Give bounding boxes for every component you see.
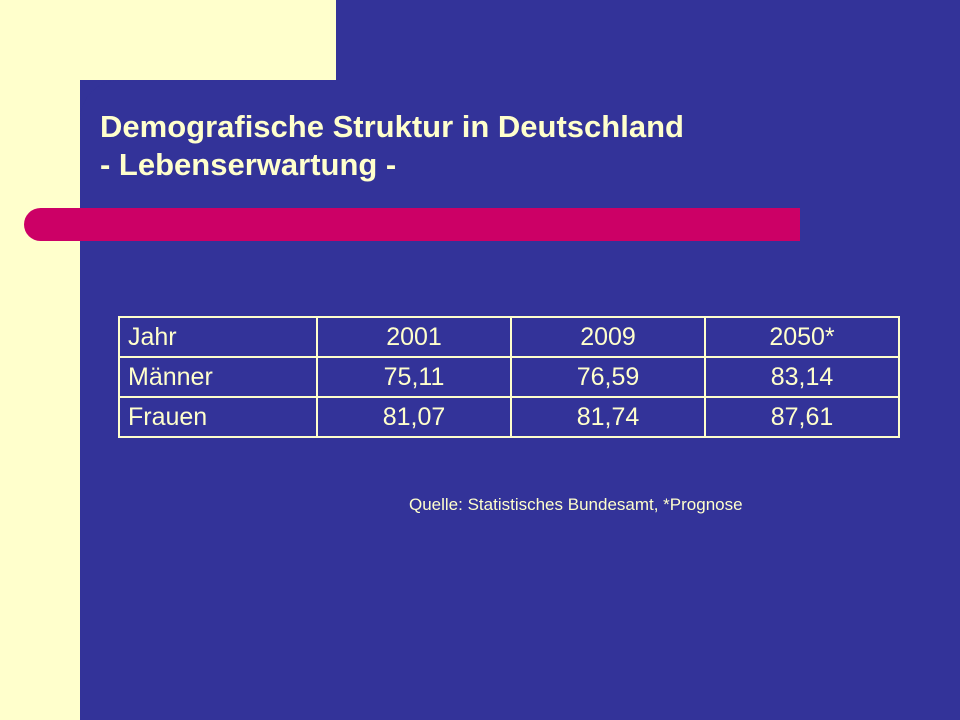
slide-title: Demografische Struktur in Deutschland - … xyxy=(100,108,684,184)
table-cell: 81,07 xyxy=(316,396,512,438)
table-cell: 76,59 xyxy=(510,356,706,398)
title-line-1: Demografische Struktur in Deutschland xyxy=(100,109,684,144)
table-cell: Männer xyxy=(118,356,318,398)
table-cell: 2009 xyxy=(510,316,706,358)
accent-bar xyxy=(24,208,800,241)
corner-curve xyxy=(80,80,160,160)
table-row-frauen: Frauen 81,07 81,74 87,61 xyxy=(118,396,900,438)
table-cell: 87,61 xyxy=(704,396,900,438)
source-note: Quelle: Statistisches Bundesamt, *Progno… xyxy=(409,495,743,514)
table-row-maenner: Männer 75,11 76,59 83,14 xyxy=(118,356,900,398)
title-line-2: - Lebenserwartung - xyxy=(100,147,397,182)
left-decor-strip xyxy=(0,0,80,720)
table-row-header: Jahr 2001 2009 2050* xyxy=(118,316,900,358)
top-decor-block xyxy=(0,0,336,80)
table-cell: Frauen xyxy=(118,396,318,438)
table-cell: 75,11 xyxy=(316,356,512,398)
table-cell: 2001 xyxy=(316,316,512,358)
accent-notch xyxy=(66,241,80,245)
table-cell: 2050* xyxy=(704,316,900,358)
table-cell: 81,74 xyxy=(510,396,706,438)
life-expectancy-table: Jahr 2001 2009 2050* Männer 75,11 76,59 … xyxy=(118,316,900,438)
table-cell: 83,14 xyxy=(704,356,900,398)
table-cell: Jahr xyxy=(118,316,318,358)
